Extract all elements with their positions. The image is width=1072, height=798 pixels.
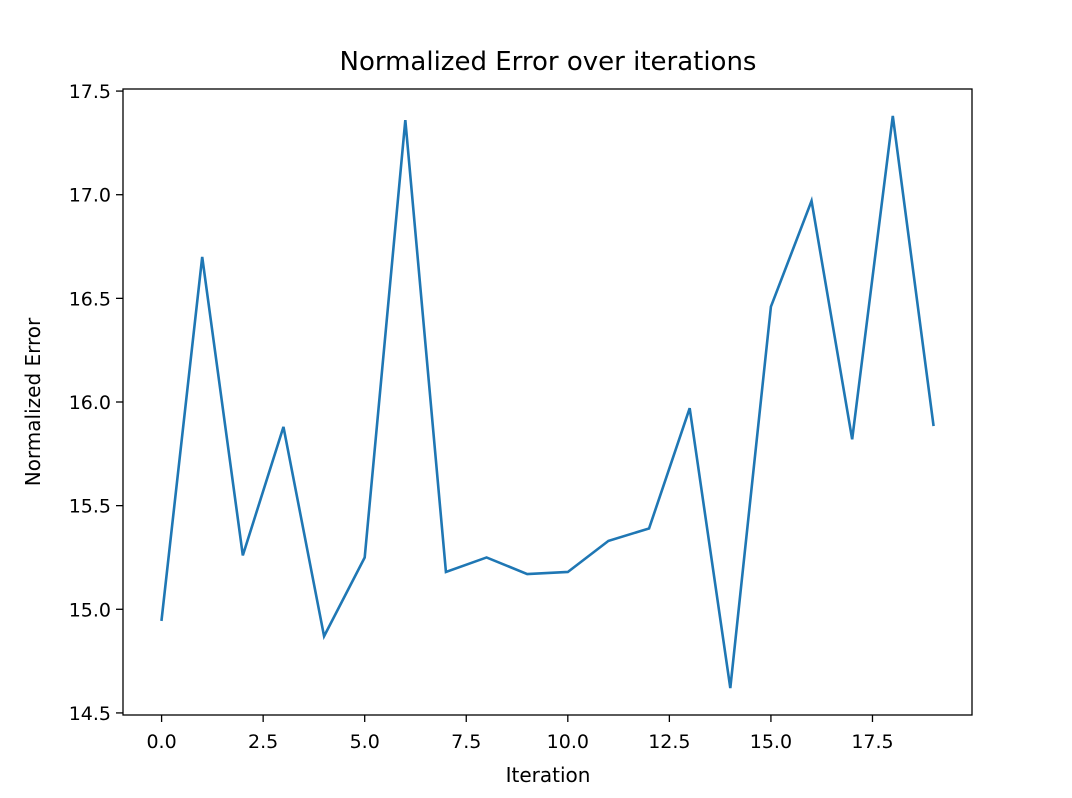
x-tick-label: 15.0 <box>750 731 792 753</box>
axis-ticks: 0.0 2.5 5.0 7.5 10.0 12.5 15.0 17.5 14.5 15.0 15.5… <box>69 81 894 753</box>
x-axis-label: Iteration <box>506 763 591 787</box>
y-tick-label: 14.5 <box>69 703 111 725</box>
y-tick-label: 15.0 <box>69 599 111 621</box>
y-tick-label: 15.5 <box>69 496 111 518</box>
plot-frame <box>122 88 973 716</box>
x-tick-label: 12.5 <box>648 731 690 753</box>
y-tick-label: 16.5 <box>69 288 111 310</box>
y-axis-label: Normalized Error <box>21 317 45 486</box>
series-group <box>160 115 935 689</box>
y-tick-label: 17.5 <box>69 81 111 103</box>
x-tick-label: 0.0 <box>146 731 176 753</box>
x-tick-label: 10.0 <box>547 731 589 753</box>
x-tick-label: 5.0 <box>350 731 380 753</box>
chart-title: Normalized Error over iterations <box>340 47 757 77</box>
y-tick-label: 17.0 <box>69 185 111 207</box>
x-tick-label: 2.5 <box>248 731 278 753</box>
x-tick-label: 7.5 <box>451 731 481 753</box>
series-line-0 <box>160 115 935 689</box>
x-tick-label: 17.5 <box>851 731 893 753</box>
y-tick-label: 16.0 <box>69 392 111 414</box>
